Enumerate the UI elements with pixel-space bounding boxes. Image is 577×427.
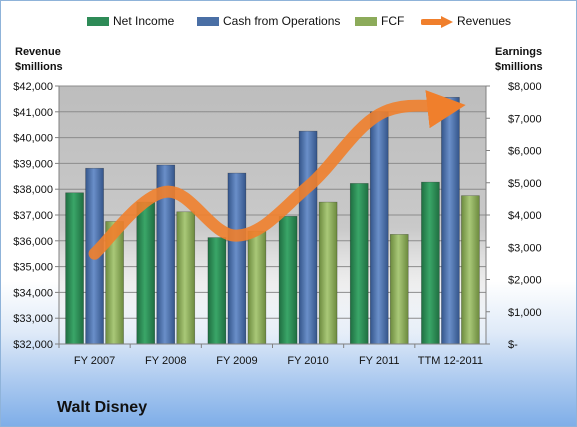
- bar-net-income-ttm-12-2011: [421, 181, 440, 345]
- legend-item-net-income: Net Income: [87, 14, 174, 28]
- bar-net-income-fy-2008: [136, 201, 156, 345]
- revenue-line-series: [88, 90, 466, 260]
- right-tick-label: $7,000: [508, 113, 542, 125]
- legend-label-revenues: Revenues: [457, 14, 512, 28]
- left-axis-title: Revenue $millions: [15, 45, 63, 75]
- bar-net-income-fy-2011: [349, 183, 369, 345]
- bar-fcf-ttm-12-2011: [461, 195, 480, 345]
- legend-label-cash-from-operations: Cash from Operations: [223, 14, 341, 28]
- legend-label-net-income: Net Income: [113, 14, 175, 28]
- line-revenues: [88, 90, 466, 260]
- x-tick-label-fy-2007: FY 2007: [74, 355, 115, 367]
- legend-item-cash-from-operations: Cash from Operations: [197, 14, 340, 28]
- x-tick-label-fy-2008: FY 2008: [145, 355, 186, 367]
- right-tick-label: $4,000: [508, 210, 542, 222]
- left-tick-label: $34,000: [13, 287, 53, 299]
- x-tick-label-fy-2010: FY 2010: [287, 355, 328, 367]
- grid-lines: [59, 85, 486, 345]
- bar-cash-from-operations-fy-2011: [369, 111, 389, 345]
- legend-label-fcf: FCF: [381, 14, 405, 28]
- bar-cash-from-operations-fy-2010: [298, 130, 318, 345]
- x-tick-label-fy-2011: FY 2011: [359, 355, 400, 367]
- right-tick-label: $3,000: [508, 242, 542, 254]
- x-tick-label-ttm-12-2011: TTM 12-2011: [418, 355, 483, 367]
- right-tick-label: $6,000: [508, 146, 542, 158]
- right-axis-title-line-1: Earnings: [495, 46, 543, 58]
- bar-fcf-fy-2010: [318, 201, 338, 345]
- bar-net-income-fy-2007: [65, 192, 84, 345]
- bar-net-income-fy-2010: [278, 215, 298, 345]
- legend-item-fcf: FCF: [355, 14, 404, 28]
- bar-cash-from-operations-fy-2009: [227, 172, 247, 345]
- right-tick-label: $8,000: [508, 81, 542, 93]
- bar-fcf-fy-2009: [247, 230, 267, 345]
- legend-swatch-revenues: [420, 15, 453, 28]
- bar-cash-from-operations-ttm-12-2011: [441, 96, 460, 345]
- left-axis-title-line-1: Revenue: [15, 46, 61, 58]
- right-tick-label: $5,000: [508, 178, 542, 190]
- left-tick-label: $41,000: [13, 107, 53, 119]
- legend-item-revenues: Revenues: [420, 14, 512, 28]
- legend-swatch-cash-from-operations: [197, 17, 219, 27]
- axes: $32,000 $33,000 $34,000 $35,000 $36,000 $37,0…: [13, 81, 541, 367]
- left-axis-title-line-2: $millions: [15, 61, 63, 73]
- left-tick-label: $40,000: [13, 133, 53, 145]
- left-tick-label: $36,000: [13, 236, 53, 248]
- left-tick-label: $37,000: [13, 210, 53, 222]
- left-tick-label: $32,000: [13, 339, 53, 351]
- right-axis-title: Earnings $millions: [495, 45, 543, 75]
- right-tick-label: $-: [508, 339, 518, 351]
- bar-fcf-fy-2008: [176, 211, 196, 345]
- left-tick-label: $33,000: [13, 313, 53, 325]
- bar-fcf-fy-2011: [389, 234, 409, 345]
- left-tick-label: $35,000: [13, 262, 53, 274]
- x-tick-label-fy-2009: FY 2009: [216, 355, 257, 367]
- right-tick-label: $2,000: [508, 275, 542, 287]
- legend-swatch-net-income: [87, 17, 109, 27]
- left-tick-label: $42,000: [13, 81, 53, 93]
- legend-swatch-fcf: [355, 17, 377, 27]
- company-name: Walt Disney: [57, 399, 148, 416]
- right-axis-title-line-2: $millions: [495, 61, 543, 73]
- bar-net-income-fy-2009: [207, 237, 227, 345]
- right-tick-label: $1,000: [508, 307, 542, 319]
- left-tick-label: $38,000: [13, 184, 53, 196]
- left-tick-label: $39,000: [13, 158, 53, 170]
